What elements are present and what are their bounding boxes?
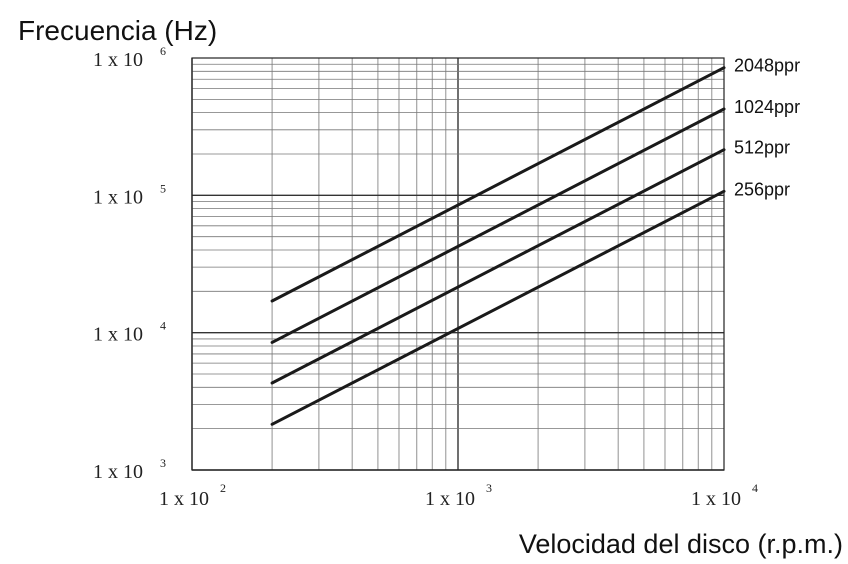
x-tick-exponent: 4	[752, 481, 758, 495]
x-tick-base: 1 x 10	[159, 488, 209, 510]
y-tick-base: 1 x 10	[93, 324, 143, 346]
x-tick-labels: 1 x 10 2 1 x 10 3 1 x 10 4	[159, 481, 758, 510]
y-tick-label: 1 x 10 5	[93, 181, 166, 208]
series-line-512ppr	[270, 148, 726, 385]
series-line-2048ppr	[270, 66, 726, 303]
grid	[191, 58, 724, 471]
y-tick-label: 1 x 10 3	[93, 456, 166, 483]
x-tick-base: 1 x 10	[691, 488, 741, 510]
y-tick-exponent: 3	[160, 456, 166, 470]
x-tick-base: 1 x 10	[425, 488, 475, 510]
y-tick-exponent: 5	[160, 181, 166, 195]
series-line-1024ppr	[270, 107, 726, 344]
y-tick-base: 1 x 10	[93, 49, 143, 71]
series-label-512ppr: 512ppr	[734, 138, 790, 158]
x-tick-label: 1 x 10 2	[159, 481, 226, 510]
y-tick-label: 1 x 10 4	[93, 319, 166, 346]
series-label-256ppr: 256ppr	[734, 179, 790, 199]
x-tick-exponent: 3	[486, 481, 492, 495]
series-line-256ppr	[270, 189, 726, 426]
x-tick-label: 1 x 10 3	[425, 481, 492, 510]
plot-frame	[191, 57, 725, 471]
series-labels: 2048ppr 1024ppr 512ppr 256ppr	[734, 56, 800, 200]
series-label-2048ppr: 2048ppr	[734, 56, 800, 76]
series-group	[270, 66, 726, 426]
y-axis-label: Frecuencia (Hz)	[18, 15, 217, 46]
y-tick-base: 1 x 10	[93, 186, 143, 208]
x-tick-exponent: 2	[220, 481, 226, 495]
y-tick-base: 1 x 10	[93, 461, 143, 483]
series-label-1024ppr: 1024ppr	[734, 97, 800, 117]
x-axis-label: Velocidad del disco (r.p.m.)	[519, 529, 843, 559]
y-tick-label: 1 x 10 6	[93, 44, 166, 71]
y-tick-exponent: 4	[160, 319, 166, 333]
y-tick-exponent: 6	[160, 44, 166, 58]
x-tick-label: 1 x 10 4	[691, 481, 758, 510]
y-tick-labels: 1 x 10 3 1 x 10 4 1 x 10 5 1 x 10 6	[93, 44, 166, 483]
